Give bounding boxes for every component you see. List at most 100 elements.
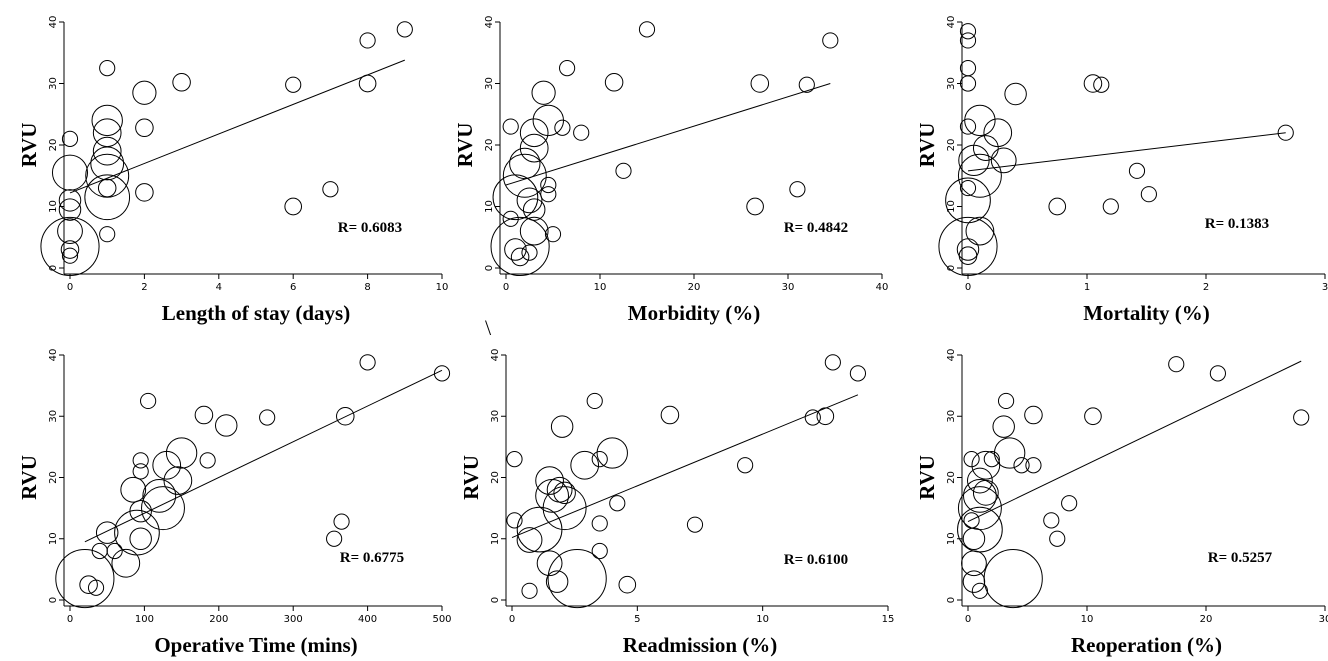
data-point (57, 218, 83, 245)
data-point (1061, 495, 1078, 512)
data-point (1025, 457, 1042, 474)
data-point (1140, 186, 1157, 203)
data-point (660, 405, 680, 425)
y-tick-label: 40 (484, 16, 495, 29)
correlation-label: R= 0.6100 (784, 552, 848, 568)
scatter-panel-2: 0 10 20 30 40 0 10 20 30 40 Morbidity (%) RVU R= 0.4… (453, 16, 888, 325)
data-point (945, 177, 991, 224)
data-point (686, 516, 704, 533)
data-point (570, 450, 600, 480)
data-point (962, 478, 997, 513)
x-tick-label: 200 (209, 614, 228, 625)
data-point (91, 104, 123, 137)
x-tick-label: 6 (290, 282, 296, 293)
x-axis-label: Operative Time (mins) (154, 633, 357, 657)
x-tick-label: 5 (634, 614, 640, 625)
data-point (615, 162, 632, 179)
y-axis-label: RVU (915, 123, 939, 168)
data-point (971, 450, 1001, 480)
data-point (284, 197, 303, 216)
x-tick-label: 10 (1081, 614, 1094, 625)
x-tick-label: 10 (436, 282, 449, 293)
data-point (535, 478, 570, 513)
data-point (1004, 82, 1027, 106)
data-point (591, 542, 608, 560)
data-point (51, 154, 89, 191)
data-point (957, 153, 1002, 198)
data-point (522, 198, 546, 221)
data-point (962, 527, 986, 550)
data-point (141, 486, 185, 531)
data-point (132, 452, 149, 469)
y-tick-label: 10 (484, 200, 495, 213)
x-tick-label: 100 (135, 614, 154, 625)
x-tick-label: 300 (284, 614, 303, 625)
data-point (959, 32, 977, 49)
data-point (120, 476, 147, 503)
data-point (997, 392, 1015, 410)
data-point (959, 118, 977, 135)
y-tick-label: 10 (946, 200, 957, 213)
regression-line (69, 59, 405, 194)
data-point (849, 365, 867, 382)
correlation-label: R= 0.6775 (340, 550, 404, 566)
x-tick-label: 2 (141, 282, 147, 293)
data-point (938, 216, 998, 277)
data-point (993, 437, 1026, 469)
data-point (737, 457, 754, 474)
data-point (99, 60, 116, 77)
regression-line (967, 132, 1286, 172)
data-point (1049, 530, 1066, 547)
y-tick-label: 30 (48, 77, 59, 90)
data-point (535, 466, 564, 495)
data-point (502, 153, 547, 198)
y-axis-label: RVU (17, 123, 41, 168)
data-point (95, 521, 119, 544)
correlation-label: R= 0.6083 (338, 220, 402, 236)
data-point (1048, 197, 1067, 216)
regression-line (505, 83, 831, 186)
data-point (967, 467, 993, 494)
data-point (92, 118, 122, 148)
data-point (959, 60, 977, 77)
data-point (40, 216, 100, 277)
data-point (746, 197, 764, 216)
data-point (959, 75, 977, 92)
data-point (559, 60, 576, 77)
x-tick-label: 30 (1319, 614, 1328, 625)
data-point (1093, 76, 1110, 93)
data-point (972, 479, 999, 506)
y-tick-label: 30 (946, 77, 957, 90)
regression-line (511, 394, 859, 538)
data-point (540, 186, 557, 203)
data-point (135, 183, 154, 202)
data-point (163, 466, 193, 495)
data-point (544, 226, 562, 243)
data-point (1043, 512, 1060, 529)
x-tick-label: 0 (965, 614, 971, 625)
y-tick-label: 10 (946, 532, 957, 545)
x-tick-label: 1 (1084, 282, 1090, 293)
data-point (519, 216, 549, 246)
data-point (956, 238, 980, 261)
y-tick-label: 10 (48, 200, 59, 213)
y-tick-label: 0 (48, 597, 59, 603)
data-point (789, 181, 806, 198)
x-axis-label: Morbidity (%) (628, 301, 760, 325)
data-point (547, 548, 607, 609)
data-point (1277, 124, 1294, 141)
y-tick-label: 0 (484, 265, 495, 271)
y-axis-label: RVU (915, 455, 939, 500)
data-point (132, 80, 157, 105)
y-tick-label: 40 (48, 16, 59, 29)
x-axis-label: Reoperation (%) (1071, 633, 1222, 657)
x-tick-label: 0 (67, 282, 73, 293)
data-point (519, 118, 549, 148)
y-tick-label: 40 (946, 16, 957, 29)
data-point (521, 582, 538, 599)
data-point (61, 130, 79, 147)
data-point (824, 354, 841, 371)
data-point (1102, 198, 1119, 215)
data-point (140, 392, 157, 410)
